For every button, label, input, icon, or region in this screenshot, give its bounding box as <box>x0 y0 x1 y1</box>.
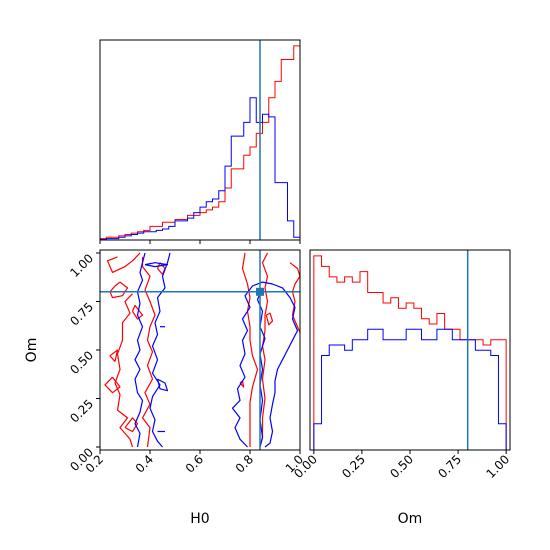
contour-y-axis-label: Om <box>24 338 40 363</box>
contour-line-3 <box>141 256 156 448</box>
contour-line-7 <box>124 417 139 433</box>
contour-line-6 <box>131 304 144 320</box>
histogram-0-series-1 <box>99 97 301 240</box>
om-histogram-x-axis-label: Om <box>398 511 423 527</box>
h0-histogram-panel <box>99 39 301 244</box>
contour-line-1 <box>109 281 129 299</box>
om-histogram-plot-area <box>313 250 507 450</box>
contour-truth-marker <box>256 287 264 296</box>
contour-line-5 <box>109 349 119 362</box>
contour-plot-area <box>100 250 301 450</box>
contour-line-16 <box>144 262 169 268</box>
contour-line-12 <box>265 312 274 326</box>
h0-histogram-ticks <box>99 240 301 244</box>
contour-line-14 <box>134 252 146 448</box>
contour-line-17 <box>156 378 169 392</box>
contour-line-15 <box>149 252 171 448</box>
contour-line-10 <box>259 252 269 448</box>
contour-line-20 <box>231 281 299 448</box>
contour-line-4 <box>104 376 121 394</box>
h0-histogram-plot-area <box>99 40 301 240</box>
contour-line-9 <box>241 252 259 447</box>
contour-line-0 <box>106 252 141 273</box>
histogram-2-series-1 <box>313 328 507 450</box>
contour-x-axis-label: H0 <box>190 511 209 527</box>
contour-line-2 <box>114 293 134 448</box>
